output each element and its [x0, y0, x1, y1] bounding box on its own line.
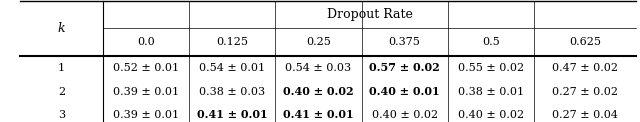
Text: 0.41 ± 0.01: 0.41 ± 0.01	[197, 109, 268, 120]
Text: 0.0: 0.0	[137, 37, 155, 47]
Text: k: k	[58, 22, 65, 35]
Text: 0.52 ± 0.01: 0.52 ± 0.01	[113, 62, 179, 72]
Text: 2: 2	[58, 87, 65, 97]
Text: 0.39 ± 0.01: 0.39 ± 0.01	[113, 87, 179, 97]
Text: 0.57 ± 0.02: 0.57 ± 0.02	[369, 62, 440, 73]
Text: 0.375: 0.375	[388, 37, 420, 47]
Text: 0.40 ± 0.01: 0.40 ± 0.01	[369, 86, 440, 97]
Text: 0.38 ± 0.01: 0.38 ± 0.01	[458, 87, 524, 97]
Text: 0.40 ± 0.02: 0.40 ± 0.02	[458, 110, 524, 120]
Text: 0.125: 0.125	[216, 37, 248, 47]
Text: 3: 3	[58, 110, 65, 120]
Text: 0.38 ± 0.03: 0.38 ± 0.03	[199, 87, 265, 97]
Text: 0.25: 0.25	[306, 37, 331, 47]
Text: 0.54 ± 0.01: 0.54 ± 0.01	[199, 62, 265, 72]
Text: Dropout Rate: Dropout Rate	[326, 8, 412, 21]
Text: 0.27 ± 0.02: 0.27 ± 0.02	[552, 87, 618, 97]
Text: 0.625: 0.625	[569, 37, 601, 47]
Text: 0.5: 0.5	[482, 37, 500, 47]
Text: 0.47 ± 0.02: 0.47 ± 0.02	[552, 62, 618, 72]
Text: 0.27 ± 0.04: 0.27 ± 0.04	[552, 110, 618, 120]
Text: 0.39 ± 0.01: 0.39 ± 0.01	[113, 110, 179, 120]
Text: 0.55 ± 0.02: 0.55 ± 0.02	[458, 62, 524, 72]
Text: 1: 1	[58, 62, 65, 72]
Text: 0.40 ± 0.02: 0.40 ± 0.02	[372, 110, 438, 120]
Text: 0.54 ± 0.03: 0.54 ± 0.03	[285, 62, 351, 72]
Text: 0.41 ± 0.01: 0.41 ± 0.01	[283, 109, 354, 120]
Text: 0.40 ± 0.02: 0.40 ± 0.02	[283, 86, 354, 97]
